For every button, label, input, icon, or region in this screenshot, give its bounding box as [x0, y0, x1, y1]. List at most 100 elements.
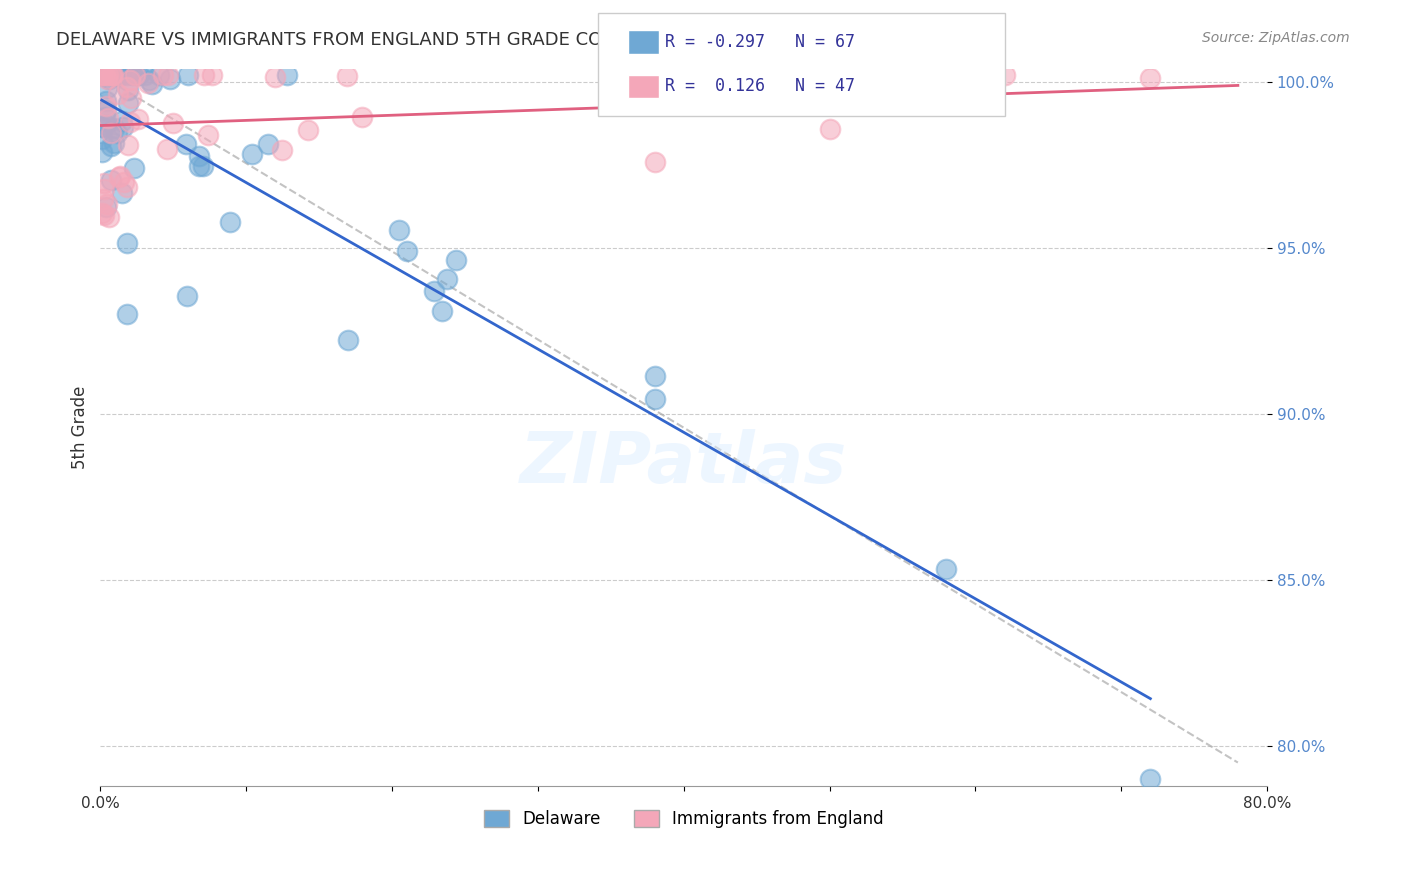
Delaware [395, 244, 418, 259]
Immigrants from England [115, 180, 138, 194]
Delaware [105, 126, 128, 140]
Delaware [176, 137, 198, 152]
Immigrants from England [818, 122, 841, 136]
Immigrants from England [93, 176, 115, 190]
Delaware [336, 333, 359, 347]
Delaware [90, 145, 112, 160]
Delaware [257, 136, 280, 151]
Immigrants from England [197, 128, 219, 142]
Immigrants from England [90, 206, 112, 220]
Delaware [103, 120, 125, 135]
Delaware [188, 160, 211, 174]
Immigrants from England [115, 79, 138, 94]
Immigrants from England [124, 68, 146, 82]
Delaware [276, 68, 298, 82]
Delaware [94, 68, 117, 82]
Immigrants from England [96, 71, 118, 86]
Delaware [105, 68, 128, 82]
Immigrants from England [1139, 71, 1161, 86]
Immigrants from England [100, 126, 122, 140]
Immigrants from England [94, 68, 117, 82]
Immigrants from England [157, 68, 180, 82]
Delaware [148, 68, 170, 82]
Immigrants from England [120, 114, 142, 128]
Immigrants from England [96, 197, 118, 211]
Immigrants from England [162, 116, 184, 130]
Delaware [93, 120, 115, 134]
Immigrants from England [96, 68, 118, 82]
Delaware [90, 120, 112, 134]
Delaware [100, 68, 122, 82]
Delaware [128, 68, 150, 82]
Delaware [111, 114, 134, 128]
Delaware [176, 289, 198, 303]
Immigrants from England [112, 175, 135, 189]
Delaware [644, 368, 666, 383]
Immigrants from England [136, 77, 159, 91]
Delaware [177, 68, 200, 82]
Immigrants from England [100, 68, 122, 82]
Delaware [141, 77, 163, 91]
Text: ZIPatlas: ZIPatlas [520, 428, 848, 498]
Delaware [644, 392, 666, 407]
Delaware [1139, 772, 1161, 786]
Delaware [935, 562, 957, 576]
Immigrants from England [152, 68, 174, 82]
Delaware [122, 161, 145, 175]
Immigrants from England [90, 68, 112, 82]
Delaware [98, 71, 121, 86]
Delaware [117, 96, 139, 111]
Delaware [96, 94, 118, 108]
Text: Source: ZipAtlas.com: Source: ZipAtlas.com [1202, 31, 1350, 45]
Delaware [94, 103, 117, 117]
Delaware [115, 68, 138, 82]
Delaware [110, 68, 132, 82]
Delaware [134, 68, 156, 82]
Text: R =  0.126   N = 47: R = 0.126 N = 47 [665, 78, 855, 95]
Delaware [96, 118, 118, 132]
Delaware [94, 110, 117, 124]
Immigrants from England [97, 211, 120, 225]
Delaware [110, 68, 132, 82]
Delaware [100, 139, 122, 153]
Immigrants from England [127, 112, 149, 127]
Delaware [93, 68, 115, 82]
Immigrants from England [107, 87, 129, 101]
Delaware [121, 68, 143, 82]
Legend: Delaware, Immigrants from England: Delaware, Immigrants from England [477, 804, 890, 835]
Immigrants from England [120, 91, 142, 105]
Delaware [107, 68, 129, 82]
Delaware [93, 68, 115, 82]
Immigrants from England [201, 68, 224, 82]
Immigrants from England [101, 68, 124, 82]
Delaware [138, 72, 160, 87]
Delaware [242, 147, 264, 161]
Delaware [100, 68, 122, 82]
Delaware [91, 132, 114, 146]
Delaware [187, 149, 209, 163]
Delaware [100, 68, 122, 82]
Immigrants from England [94, 99, 117, 113]
Text: R = -0.297   N = 67: R = -0.297 N = 67 [665, 33, 855, 51]
Delaware [91, 68, 114, 82]
Y-axis label: 5th Grade: 5th Grade [72, 385, 89, 469]
Delaware [112, 120, 135, 135]
Immigrants from England [93, 182, 115, 196]
Text: DELAWARE VS IMMIGRANTS FROM ENGLAND 5TH GRADE CORRELATION CHART: DELAWARE VS IMMIGRANTS FROM ENGLAND 5TH … [56, 31, 770, 49]
Delaware [96, 200, 118, 214]
Immigrants from England [193, 68, 215, 82]
Delaware [117, 83, 139, 97]
Delaware [159, 72, 181, 87]
Delaware [100, 172, 122, 186]
Delaware [96, 68, 118, 82]
Immigrants from England [297, 122, 319, 136]
Immigrants from England [270, 144, 292, 158]
Immigrants from England [156, 142, 179, 156]
Delaware [423, 285, 446, 299]
Delaware [96, 81, 118, 95]
Delaware [115, 236, 138, 251]
Immigrants from England [110, 169, 132, 183]
Delaware [430, 304, 453, 318]
Delaware [191, 159, 214, 173]
Immigrants from England [117, 137, 139, 152]
